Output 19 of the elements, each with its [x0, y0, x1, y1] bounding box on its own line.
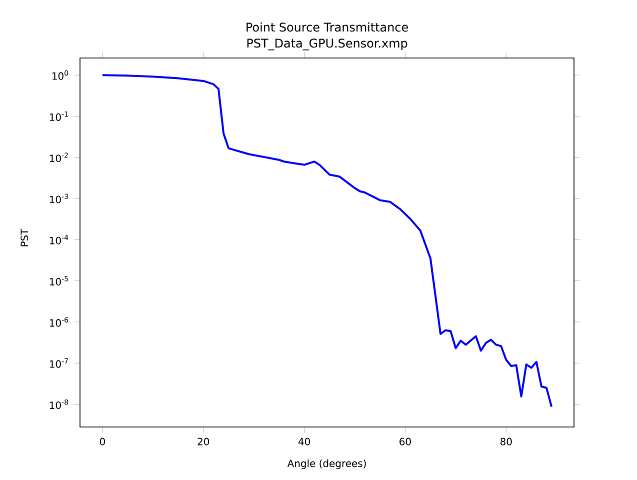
chart-title: Point Source Transmittance	[246, 22, 408, 32]
x-tick-label: 20	[198, 438, 210, 446]
y-tick-label: 10$^{-5}$	[50, 276, 68, 286]
x-tick-label: 60	[400, 438, 411, 446]
y-tick-label: 10$^{-2}$	[50, 152, 68, 162]
y-tick-label: 10$^{-4}$	[50, 234, 68, 244]
line-series	[101, 74, 553, 408]
y-tick-label: 10$^{0}$	[52, 70, 68, 80]
y-tick-label: 10$^{-8}$	[50, 400, 68, 409]
x-tick-label: 40	[298, 438, 310, 446]
y-axis-title: PST	[20, 228, 28, 246]
chart-subtitle: PST_Data_GPU.Sensor.xmp	[247, 38, 408, 50]
y-tick-label: 10$^{-6}$	[50, 317, 68, 327]
y-tick-label: 10$^{-3}$	[50, 194, 68, 204]
x-tick-label: 0	[100, 438, 105, 446]
x-axis-title: Angle (degrees)	[287, 459, 366, 470]
x-tick-label: 80	[500, 438, 512, 446]
y-tick-label: 10$^{-1}$	[50, 112, 68, 121]
y-tick-label: 10$^{-7}$	[50, 358, 68, 368]
